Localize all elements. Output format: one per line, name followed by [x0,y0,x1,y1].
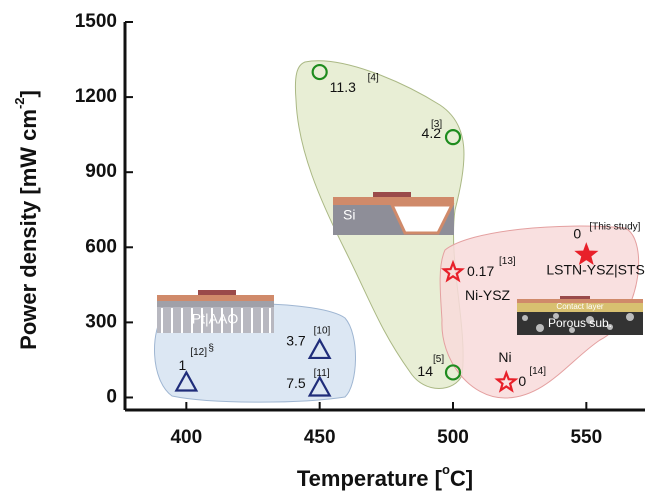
point-ref: [4] [368,73,379,84]
point-ref: [14] [529,366,546,377]
point-ref: [12] [190,347,207,358]
y-tick-label: 300 [85,311,117,332]
point-label: 0.17 [467,263,494,279]
y-tick-label: 900 [85,161,117,182]
x-tick-label: 400 [170,427,202,448]
point-ref: [10] [314,326,331,337]
inset-label: Si [343,207,355,223]
point-label: 1 [179,357,187,373]
material-label: Ni [498,349,511,365]
y-tick-label: 0 [106,386,117,407]
material-label: LSTN-YSZ|STS [546,262,645,278]
x-tick-label: 500 [437,427,469,448]
y-tick-label: 1500 [75,11,117,32]
inset-si: Si [333,192,454,235]
chart: Pt|AAO Si Contact layer Porous sub. Powe… [0,0,645,496]
point-ref: [5] [433,354,444,365]
inset-porous: Contact layer Porous sub. [517,296,643,335]
point-ref: [This study] [589,221,640,232]
point-ref: [13] [499,256,516,267]
point-ref: [3] [431,119,442,130]
material-label: Ni-YSZ [465,287,511,303]
point-label: 0 [518,373,526,389]
point-label: 0 [573,226,581,242]
inset-pt-aao: Pt|AAO [157,290,274,333]
x-tick-label: 450 [304,427,336,448]
y-axis-label: Power density [mW cm-2] [12,90,40,350]
y-tick-label: 600 [85,236,117,257]
inset-label: Pt|AAO [192,311,239,327]
point-label: 11.3 [330,79,356,95]
x-tick-label: 550 [570,427,602,448]
point-label: 7.5 [286,375,306,391]
point-label: 3.7 [286,333,306,349]
y-tick-label: 1200 [75,86,117,107]
point-ref: [11] [314,368,330,379]
inset-label: Porous sub. [548,316,612,330]
x-axis-label: Temperature [oC] [297,462,473,490]
point-note: § [208,343,214,354]
inset-label: Contact layer [556,302,603,311]
point-label: 14 [417,363,433,379]
